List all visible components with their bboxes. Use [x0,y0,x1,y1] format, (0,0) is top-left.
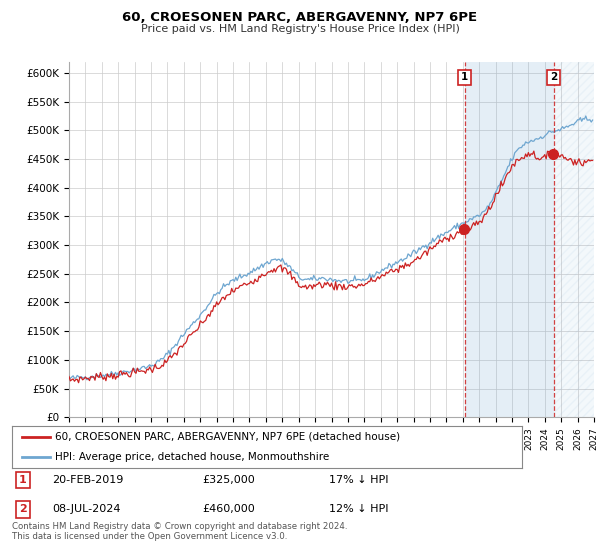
Text: 08-JUL-2024: 08-JUL-2024 [52,505,121,515]
Text: 12% ↓ HPI: 12% ↓ HPI [329,505,388,515]
Text: 20-FEB-2019: 20-FEB-2019 [52,475,124,485]
Text: 17% ↓ HPI: 17% ↓ HPI [329,475,388,485]
Text: HPI: Average price, detached house, Monmouthshire: HPI: Average price, detached house, Monm… [55,452,329,462]
Text: 60, CROESONEN PARC, ABERGAVENNY, NP7 6PE (detached house): 60, CROESONEN PARC, ABERGAVENNY, NP7 6PE… [55,432,400,442]
Text: £325,000: £325,000 [202,475,255,485]
Text: 2: 2 [19,505,26,515]
Bar [465,62,554,417]
Text: £460,000: £460,000 [202,505,255,515]
Text: 1: 1 [19,475,26,485]
Text: Price paid vs. HM Land Registry's House Price Index (HPI): Price paid vs. HM Land Registry's House … [140,24,460,34]
Text: 60, CROESONEN PARC, ABERGAVENNY, NP7 6PE: 60, CROESONEN PARC, ABERGAVENNY, NP7 6PE [122,11,478,24]
Text: 1: 1 [461,72,469,82]
Text: Contains HM Land Registry data © Crown copyright and database right 2024.
This d: Contains HM Land Registry data © Crown c… [12,522,347,542]
Text: 2: 2 [550,72,557,82]
Bar [554,62,594,417]
